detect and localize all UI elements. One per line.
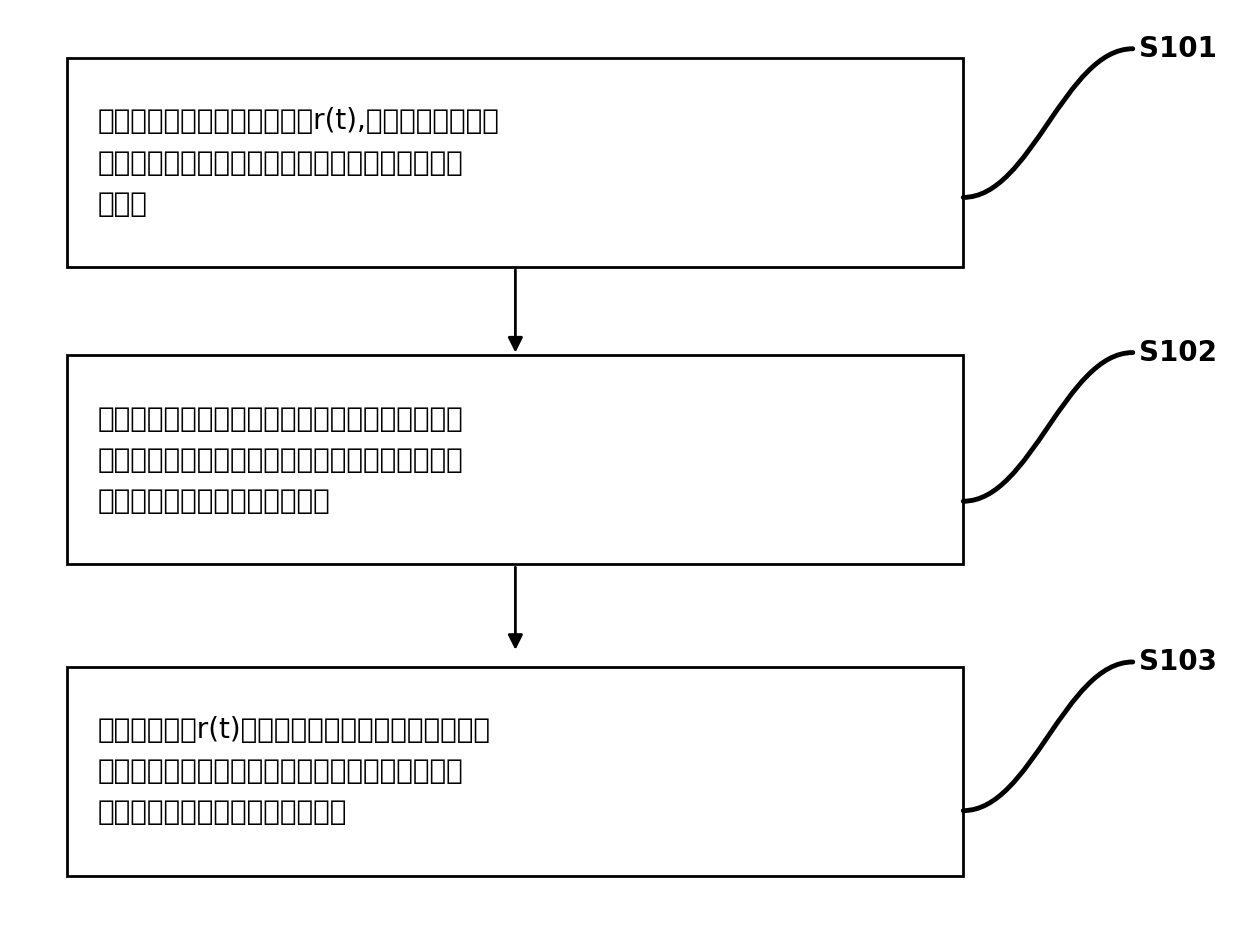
- Text: 采用基于等价输入干扰方法的控制器，对永磁同步
电机系统混沌模型中的干扰项进行估计，得到估计
的与系统干扰项等价的扰动信号: 采用基于等价输入干扰方法的控制器，对永磁同步 电机系统混沌模型中的干扰项进行估计…: [98, 405, 464, 515]
- Text: S101: S101: [1138, 35, 1216, 63]
- Bar: [67, 58, 963, 267]
- Text: S102: S102: [1138, 339, 1216, 367]
- Text: 根据期望转速r(t)和扰动信号，计算得到基于等价输
入干扰的闭环系统控制输入；并将得到的控制输入
作为永磁同步电机的最终输入电压: 根据期望转速r(t)和扰动信号，计算得到基于等价输 入干扰的闭环系统控制输入；并…: [98, 716, 491, 826]
- Bar: [67, 356, 963, 565]
- Text: 设置永磁同步电机的期望转速r(t),并对永磁同步电机
系统模型添加控制输入，得到永磁同步电机系统混
沌模型: 设置永磁同步电机的期望转速r(t),并对永磁同步电机 系统模型添加控制输入，得到…: [98, 108, 500, 218]
- Text: S103: S103: [1138, 648, 1216, 676]
- Bar: [67, 667, 963, 876]
